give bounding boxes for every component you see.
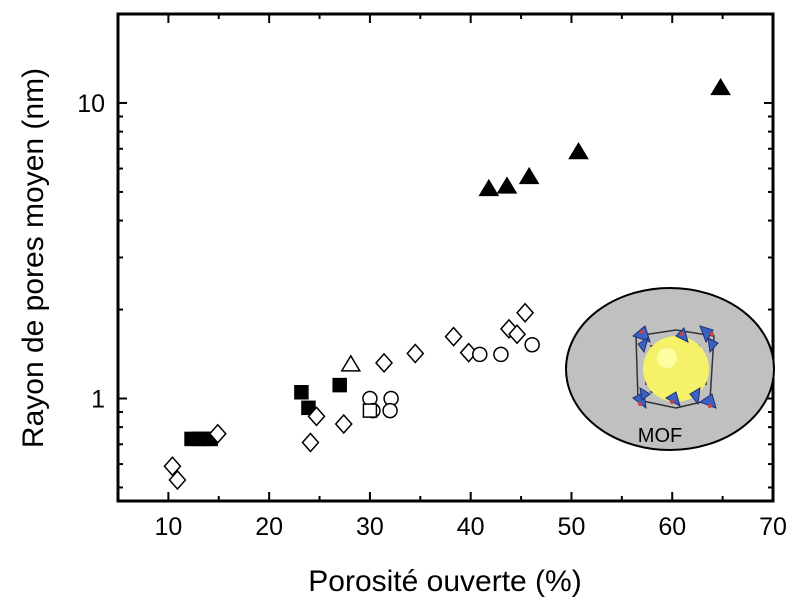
data-point-diamond: [301, 432, 320, 453]
data-point-diamond: [444, 326, 463, 347]
mof-inset-label: MOF: [638, 425, 682, 447]
data-points: [163, 77, 731, 491]
data-point-square: [294, 384, 309, 400]
data-point-diamond: [307, 406, 326, 427]
data-point-triangle: [568, 142, 589, 160]
mof-inset: MOF: [565, 287, 775, 451]
data-point-triangle: [340, 354, 362, 372]
data-point-diamond: [163, 456, 182, 477]
data-point-triangle: [496, 176, 518, 194]
x-axis-ticks: 10 20 30 40 50 60 70: [117, 14, 787, 541]
x-axis-title: Porosité ouverte (%): [308, 565, 581, 598]
data-point-diamond: [508, 324, 527, 345]
x-tick-label: 30: [356, 513, 384, 541]
x-tick-label: 60: [658, 513, 686, 541]
data-point-square: [362, 403, 378, 418]
x-tick-label: 20: [255, 513, 283, 541]
data-point-square: [301, 400, 316, 416]
y-tick-label: 10: [77, 90, 105, 118]
x-tick-label: 40: [457, 513, 485, 541]
mof-structure-icon: [632, 325, 719, 410]
y-axis-title: Rayon de pores moyen (nm): [17, 68, 50, 448]
x-tick-label: 70: [759, 513, 787, 541]
data-point-diamond: [208, 423, 227, 444]
y-axis-ticks: 1 10: [77, 13, 773, 489]
data-point-square: [332, 377, 347, 393]
data-point-triangle: [710, 77, 731, 96]
x-tick-label: 10: [154, 513, 182, 541]
data-point-circle: [472, 346, 488, 363]
data-point-triangle: [478, 178, 500, 197]
x-tick-label: 50: [558, 513, 586, 541]
data-point-circle: [382, 402, 398, 419]
data-point-diamond: [406, 343, 425, 364]
data-point-diamond: [168, 469, 187, 491]
data-point-diamond: [516, 302, 535, 323]
data-point-triangle: [518, 166, 540, 185]
data-point-diamond: [334, 413, 353, 435]
data-point-circle: [524, 337, 540, 353]
data-point-circle: [493, 346, 509, 363]
data-point-diamond: [375, 352, 394, 374]
y-tick-label: 1: [91, 386, 105, 414]
